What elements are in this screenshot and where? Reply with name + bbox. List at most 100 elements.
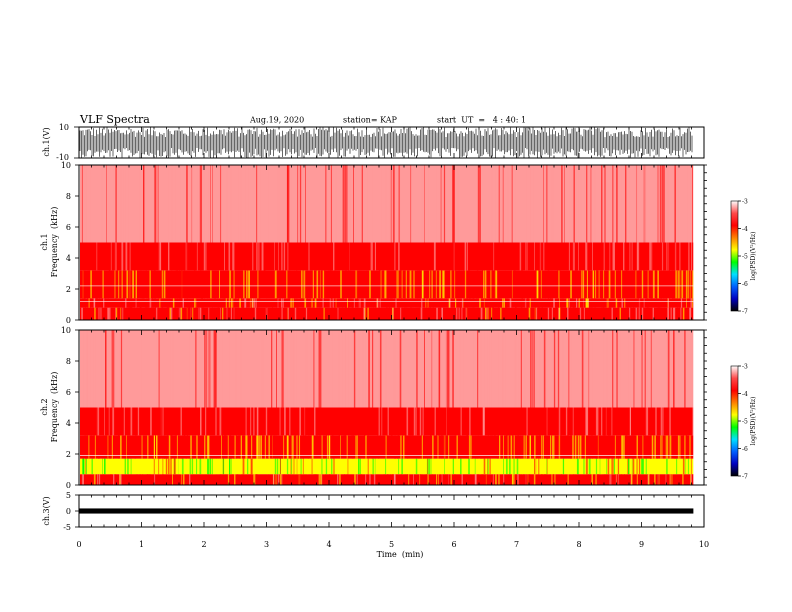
ch2-spec-streak [137,407,140,436]
ch1-spec-streak [676,270,678,299]
ch1-spec-streak [387,307,389,320]
ch1-spec-streak [256,242,259,271]
ch2-spec-streak [93,407,96,436]
ch2-spec-streak [633,407,634,436]
ch1-spec-streak [336,165,337,243]
ch2-spec-streak [599,330,601,408]
ch2-spec-streak [628,458,630,475]
ch2-spec-streak [248,474,250,485]
ch1-spec-streak [125,298,127,308]
ch2-spec-streak [411,407,414,436]
ch2-spec-streak [529,474,531,485]
ch1-spec-streak [619,242,621,271]
ch2-spec-streak [280,330,282,408]
ch2-spec-streak [577,435,580,459]
ch1-spec-streak [82,270,84,299]
ch1-spec-streak [455,298,457,308]
ch2-spec-streak [106,407,108,436]
ch1-spec-streak [173,298,175,308]
ch1-spec-streak [576,298,578,308]
ch2-spec-streak [474,474,476,485]
ch2-spec-streak [291,435,293,459]
ch2-spec-streak [687,458,689,475]
ch1-spec-streak [331,165,334,243]
ch1-spec-streak [209,298,210,308]
ch2-spec-streak [197,407,199,436]
ch2-spec-streak [120,330,122,408]
ch1-spec-streak [458,242,460,271]
ch2-spec-streak [84,407,86,436]
ch2-spec-streak [665,474,667,485]
ch2-spec-streak [482,407,484,436]
ch1-spec-streak [232,307,235,320]
ch2-spec-streak [596,435,598,459]
ch1-spec-streak [457,165,459,243]
ch2-spec-streak [82,330,85,408]
ch2-spec-streak [198,435,200,459]
ch2-spec-streak [346,474,348,485]
ch1-spec-streak [346,165,348,243]
ch1-spec-streak [569,307,571,320]
ch1-spec-streak [324,242,326,271]
ch2-spec-streak [325,474,327,485]
ch1-spec-ytick-label: 8 [66,192,71,201]
ch2-spec-ytick-label: 4 [66,419,71,428]
ch1-spec-streak [649,242,651,271]
ch1-spec-streak [253,298,255,308]
ch2-spec-streak [630,474,633,485]
ch2-spec-streak [513,435,515,459]
ch2-spec-streak [292,435,294,459]
ch2-spec-streak [215,458,217,475]
ch1-spec-streak [119,298,121,308]
ch1-spec-streak [175,270,177,299]
ch1-spec-streak [225,298,227,308]
ch2-spec-streak [96,407,98,436]
ch1-spec-streak [500,165,502,243]
ch1-spec-streak [660,270,663,299]
ch2-spec-streak [679,407,681,436]
ch2-spec-streak [365,435,367,459]
ch2-spec-streak [368,330,370,408]
ch2-spec-streak [309,330,312,408]
ch1-spec-streak [583,270,585,299]
ch2-spec-streak [559,407,562,436]
ch1-spec-streak [153,298,156,308]
ch2-spec-streak [409,458,410,475]
ch1-spec-streak [633,307,634,320]
ch2-spec-streak [234,435,236,459]
ch2-spec-streak [542,474,544,485]
ch1-spec-streak [641,270,644,299]
ch2-spec-streak [371,458,373,475]
ch1-spec-streak [398,242,400,271]
ch2-spec-streak [235,330,237,408]
ch2-spec-streak [346,435,348,459]
ch1-spec-streak [245,307,247,320]
ch2-spec-streak [105,330,106,408]
ch2-spec-streak [650,474,652,485]
ch1-spec-streak [174,298,177,308]
ch1-spec-streak [297,307,299,320]
ch1-spec-streak [541,307,543,320]
ch1-spec-streak [388,270,390,299]
ch2-spec-streak [679,330,680,408]
ch2-spec-streak [511,407,514,436]
ch2-spec-streak [159,407,160,436]
ch1-spec-streak [643,165,645,243]
ch1-spec-streak [477,270,479,299]
ch1-spec-streak [410,298,412,308]
ch1-spec-streak [466,307,468,320]
ch2-spec-streak [353,330,356,408]
ch1-spec-streak [601,165,603,243]
ch1-spec-streak [314,298,317,308]
ch2-spec-streak [614,330,615,408]
ch1-spec-streak [375,307,376,320]
ch2-spec-streak [526,474,528,485]
ch1-spec-streak [580,307,582,320]
ch2-spec-streak [642,435,644,459]
ch1-spec-streak [287,307,289,320]
ch1-spec-streak [626,307,629,320]
ch1-spec-streak [608,307,610,320]
ch1-spec-streak [158,298,160,308]
ch1-spec-streak [155,307,158,320]
ch1-spec-streak [283,242,286,271]
